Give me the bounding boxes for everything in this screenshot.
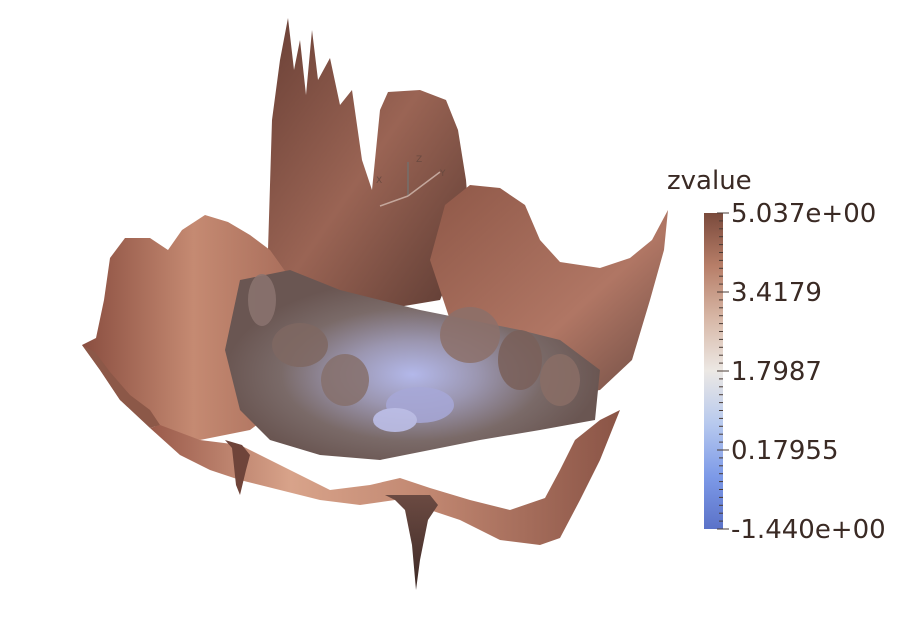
color-bar-label: 3.4179 bbox=[731, 278, 822, 308]
terrain-back-peaks bbox=[268, 18, 470, 310]
terrain-left-drips bbox=[225, 440, 250, 495]
terrain-surface bbox=[82, 18, 668, 590]
orientation-axes: X Y Z bbox=[376, 155, 446, 207]
color-bar-label: 0.17955 bbox=[731, 436, 839, 466]
axis-label-z: Z bbox=[416, 155, 422, 165]
color-bar-ticks bbox=[717, 212, 729, 530]
terrain-front-rim bbox=[150, 410, 620, 545]
terrain-left-curtain bbox=[82, 345, 160, 428]
terrain-central-basin bbox=[225, 270, 600, 460]
terrain-bottom-spike bbox=[385, 495, 438, 590]
color-legend: zvalue 5.037e+00 3.4179 1.7987 0.17955 -1.44… bbox=[667, 166, 886, 545]
axis-label-x: X bbox=[376, 176, 382, 186]
y-axis-line bbox=[407, 171, 441, 197]
color-bar-labels: 5.037e+00 3.4179 1.7987 0.17955 -1.440e+00 bbox=[731, 199, 886, 545]
color-bar-label: -1.440e+00 bbox=[731, 515, 886, 545]
terrain-bumps bbox=[248, 274, 580, 432]
x-axis-line bbox=[379, 195, 409, 207]
color-bar-label: 1.7987 bbox=[731, 357, 822, 387]
legend-title: zvalue bbox=[667, 166, 752, 196]
axis-label-y: Y bbox=[439, 169, 446, 179]
color-bar-label: 5.037e+00 bbox=[731, 199, 876, 229]
